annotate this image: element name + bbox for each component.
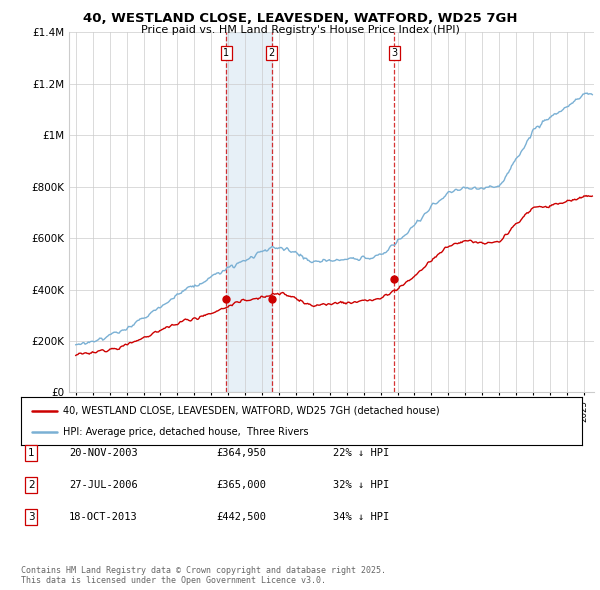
Text: 2: 2 [28, 480, 35, 490]
Text: 1: 1 [223, 48, 229, 58]
Text: 32% ↓ HPI: 32% ↓ HPI [333, 480, 389, 490]
Text: £365,000: £365,000 [216, 480, 266, 490]
Text: Price paid vs. HM Land Registry's House Price Index (HPI): Price paid vs. HM Land Registry's House … [140, 25, 460, 35]
Text: 20-NOV-2003: 20-NOV-2003 [69, 448, 138, 458]
Text: 3: 3 [28, 512, 35, 522]
Text: HPI: Average price, detached house,  Three Rivers: HPI: Average price, detached house, Thre… [63, 427, 308, 437]
Text: 40, WESTLAND CLOSE, LEAVESDEN, WATFORD, WD25 7GH: 40, WESTLAND CLOSE, LEAVESDEN, WATFORD, … [83, 12, 517, 25]
Text: 22% ↓ HPI: 22% ↓ HPI [333, 448, 389, 458]
Text: 27-JUL-2006: 27-JUL-2006 [69, 480, 138, 490]
Text: Contains HM Land Registry data © Crown copyright and database right 2025.
This d: Contains HM Land Registry data © Crown c… [21, 566, 386, 585]
Text: £364,950: £364,950 [216, 448, 266, 458]
Text: 18-OCT-2013: 18-OCT-2013 [69, 512, 138, 522]
Text: 34% ↓ HPI: 34% ↓ HPI [333, 512, 389, 522]
Bar [226, 32, 272, 392]
Text: 40, WESTLAND CLOSE, LEAVESDEN, WATFORD, WD25 7GH (detached house): 40, WESTLAND CLOSE, LEAVESDEN, WATFORD, … [63, 405, 440, 415]
Text: £442,500: £442,500 [216, 512, 266, 522]
Text: 3: 3 [391, 48, 397, 58]
Text: 1: 1 [28, 448, 35, 458]
Text: 2: 2 [269, 48, 275, 58]
